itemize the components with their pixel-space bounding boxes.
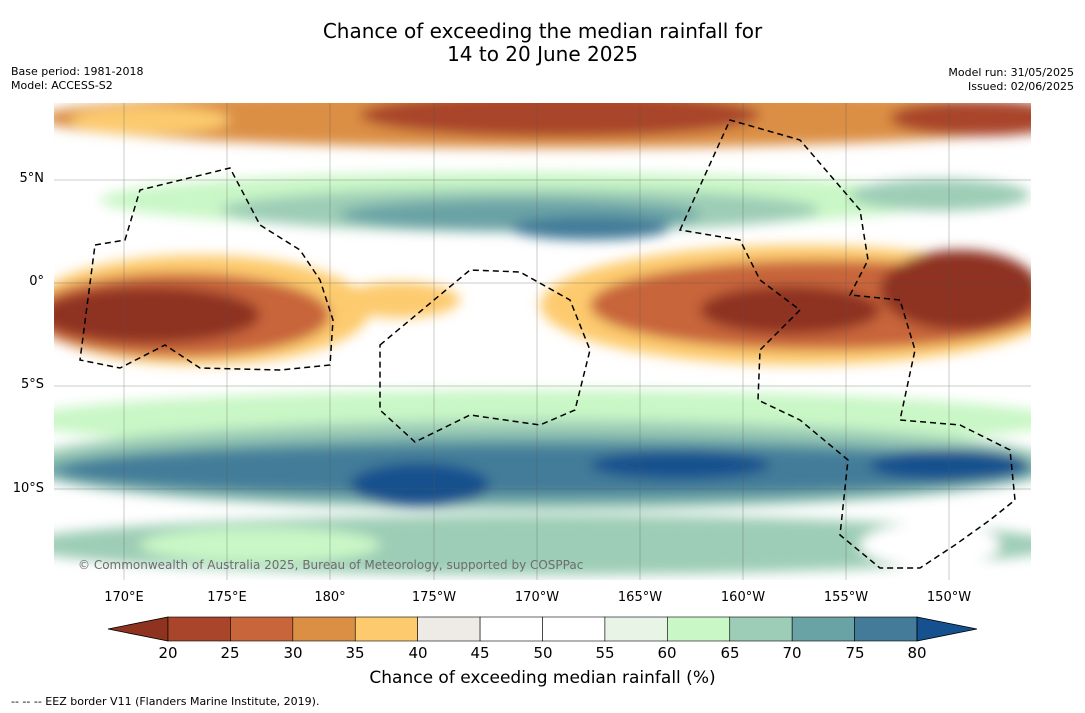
lon-label: 165°W: [617, 590, 663, 605]
region-north-blue: [510, 216, 670, 240]
colorbar-cell: [230, 616, 294, 642]
lon-label: 175°E: [207, 590, 247, 605]
colorbar-tick: 50: [533, 644, 553, 662]
title-line-1: Chance of exceeding the median rainfall …: [322, 19, 763, 43]
colorbar-cell: [479, 616, 543, 642]
lon-label: 180°: [314, 590, 346, 605]
eez-border-central: [379, 269, 591, 443]
meta-left: Base period: 1981-2018 Model: ACCESS-S2: [11, 65, 143, 93]
issued-date: Issued: 02/06/2025: [967, 80, 1074, 93]
lon-label: 160°W: [720, 590, 766, 605]
colorbar-high-arrow: [916, 616, 978, 642]
colorbar-tick: 65: [720, 644, 740, 662]
model-name: Model: ACCESS-S2: [11, 79, 113, 92]
colorbar-tick: 55: [595, 644, 615, 662]
colorbar-cell: [604, 616, 668, 642]
title-line-2: 14 to 20 June 2025: [447, 42, 638, 66]
colorbar-cell: [167, 616, 231, 642]
colorbar-tick: 75: [845, 644, 865, 662]
model-run: Model run: 31/05/2025: [948, 66, 1074, 79]
region-top-left-yellow: [70, 106, 230, 134]
region-south-darkblue-1: [350, 463, 490, 507]
colorbar-title: Chance of exceeding median rainfall (%): [369, 668, 716, 688]
copyright-notice: © Commonwealth of Australia 2025, Bureau…: [78, 558, 584, 572]
region-eq-mid-yellow: [340, 282, 460, 318]
map-title: Chance of exceeding the median rainfall …: [0, 20, 1085, 66]
region-eq-right-brown: [700, 286, 880, 334]
region-south-blue: [60, 446, 1020, 494]
lat-label-5s: 5°S: [20, 377, 44, 392]
colorbar-low-arrow: [107, 616, 169, 642]
eez-borders: [79, 119, 1016, 569]
lon-label: 170°W: [514, 590, 560, 605]
base-period: Base period: 1981-2018: [11, 65, 144, 78]
colorbar-cell: [417, 616, 481, 642]
eez-footnote: -- -- -- EEZ border V11 (Flanders Marine…: [11, 695, 320, 708]
colorbar-cell: [854, 616, 918, 642]
colorbar-cells: [167, 616, 918, 642]
region-south-darkblue-2: [590, 451, 770, 479]
colorbar-tick: 70: [782, 644, 802, 662]
colorbar-tick: 30: [283, 644, 303, 662]
colorbar-cell: [542, 616, 606, 642]
region-north-right-mint: [850, 179, 1030, 211]
colorbar-tick: 25: [220, 644, 240, 662]
region-bottom-green: [140, 527, 380, 563]
region-top-brown: [360, 103, 760, 137]
eez-border-west: [79, 167, 334, 371]
graticule: [54, 103, 1031, 580]
map-field: [54, 103, 1031, 580]
region-bottom-right-white: [860, 523, 1000, 567]
colorbar-tick: 20: [158, 644, 178, 662]
lat-label-10s: 10°S: [12, 481, 44, 496]
region-top-right-brown: [890, 103, 1031, 136]
lon-label: 150°W: [926, 590, 972, 605]
rainfall-regions: [54, 103, 1031, 575]
colorbar-tick: 35: [345, 644, 365, 662]
lon-label: 155°W: [823, 590, 869, 605]
colorbar-cell: [729, 616, 793, 642]
region-eq-left-brown: [54, 287, 260, 343]
colorbar-tick: 45: [470, 644, 490, 662]
colorbar-cell: [354, 616, 418, 642]
colorbar-cell: [667, 616, 731, 642]
colorbar-tick: 60: [657, 644, 677, 662]
colorbar-tick: 40: [408, 644, 428, 662]
colorbar-cell: [292, 616, 356, 642]
colorbar-tick: 80: [907, 644, 927, 662]
lon-label: 170°E: [104, 590, 144, 605]
lon-label: 175°W: [411, 590, 457, 605]
lat-label-0: 0°: [29, 274, 44, 289]
region-south-darkblue-3: [870, 449, 1030, 481]
region-eq-far-right-brown: [880, 250, 1031, 330]
colorbar: [107, 616, 978, 642]
colorbar-cell: [791, 616, 855, 642]
meta-right: Model run: 31/05/2025 Issued: 02/06/2025: [948, 66, 1074, 94]
lat-label-5n: 5°N: [19, 171, 45, 186]
